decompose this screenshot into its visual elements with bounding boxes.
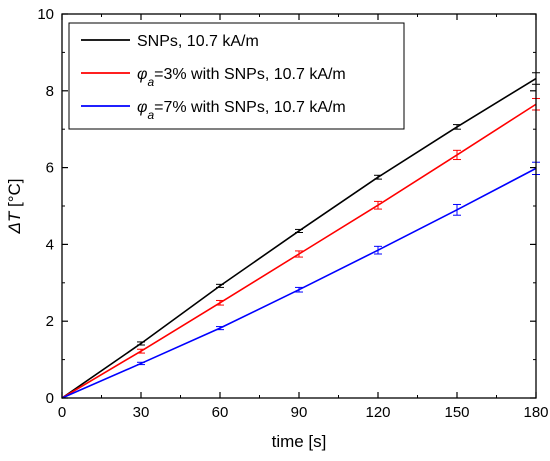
y-tick-label-0: 0 <box>46 390 54 407</box>
error-bar-s1-120 <box>374 174 382 180</box>
legend-symbol: φ <box>137 99 147 116</box>
legend-text: =3% with SNPs, 10.7 kA/m <box>154 66 346 83</box>
legend-text: =7% with SNPs, 10.7 kA/m <box>154 99 346 116</box>
x-tick-label-0: 0 <box>58 404 66 421</box>
y-tick-label-4: 4 <box>46 236 54 253</box>
tick-labels: 0 30 60 90 120 150 180 0 2 4 6 8 10 <box>37 6 548 421</box>
y-tick-label-8: 8 <box>46 83 54 100</box>
error-bar-s1-30 <box>137 341 145 346</box>
error-bar-s1-60 <box>216 283 224 288</box>
x-tick-label-180: 180 <box>523 404 548 421</box>
legend-label-2: φa=3% with SNPs, 10.7 kA/m <box>137 66 346 89</box>
x-tick-label-120: 120 <box>365 404 390 421</box>
y-tick-label-6: 6 <box>46 160 54 177</box>
y-axis-unit: [°C] <box>5 178 24 211</box>
error-bar-s3-60 <box>216 326 224 331</box>
error-bar-s2-90 <box>295 250 303 258</box>
error-bar-s1-150 <box>453 124 461 130</box>
x-tick-label-150: 150 <box>444 404 469 421</box>
legend: SNPs, 10.7 kA/mφa=3% with SNPs, 10.7 kA/… <box>68 22 405 130</box>
legend-label-3: φa=7% with SNPs, 10.7 kA/m <box>137 99 346 122</box>
legend-label-1: SNPs, 10.7 kA/m <box>137 33 259 50</box>
error-bar-s3-120 <box>374 245 382 255</box>
error-bar-s2-30 <box>137 348 145 354</box>
error-bar-s2-120 <box>374 200 382 210</box>
error-bar-s3-30 <box>137 361 145 366</box>
y-tick-label-10: 10 <box>37 6 54 23</box>
error-bar-s2-60 <box>216 299 224 306</box>
error-bar-s3-90 <box>295 286 303 293</box>
axis-ticks <box>61 13 537 399</box>
error-bar-s2-150 <box>453 149 461 161</box>
error-bar-s3-150 <box>453 203 461 216</box>
series-line-3 <box>61 167 537 399</box>
legend-items: SNPs, 10.7 kA/mφa=3% with SNPs, 10.7 kA/… <box>81 33 346 122</box>
legend-symbol: φ <box>137 66 147 83</box>
x-axis-title: time [s] <box>272 432 327 451</box>
x-tick-label-90: 90 <box>291 404 308 421</box>
error-bar-s1-90 <box>295 228 303 233</box>
legend-subscript: a <box>147 108 154 122</box>
legend-text: SNPs, 10.7 kA/m <box>137 33 259 50</box>
y-axis-symbol: ΔT <box>5 210 24 234</box>
x-tick-label-30: 30 <box>133 404 150 421</box>
x-tick-label-60: 60 <box>212 404 229 421</box>
y-tick-label-2: 2 <box>46 313 54 330</box>
y-axis-title: ΔT [°C] <box>5 178 24 234</box>
error-bars <box>137 72 540 366</box>
legend-subscript: a <box>147 75 154 89</box>
